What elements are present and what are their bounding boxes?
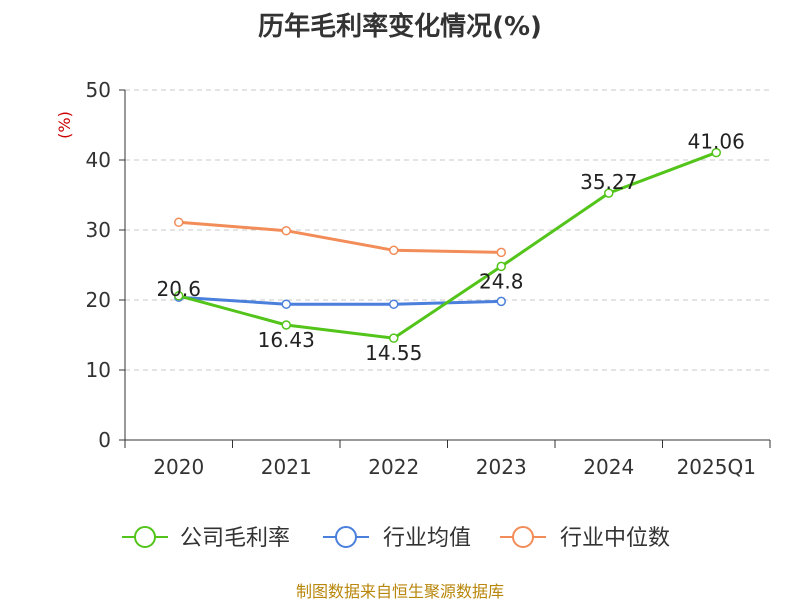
data-label: 14.55 <box>365 341 422 365</box>
data-point <box>496 247 506 258</box>
data-point <box>496 261 506 272</box>
data-point <box>389 333 399 343</box>
y-tick-label: 30 <box>86 218 111 242</box>
data-label: 35.27 <box>580 170 637 194</box>
data-point <box>389 245 399 256</box>
legend-marker <box>512 526 534 548</box>
x-tick-label: 2022 <box>368 455 419 479</box>
series-line <box>178 220 502 254</box>
series-line <box>178 151 717 340</box>
legend-marker <box>134 526 156 548</box>
data-point <box>281 225 291 236</box>
data-label: 41.06 <box>688 130 745 154</box>
data-point <box>389 299 399 309</box>
y-tick-label: 50 <box>86 78 111 102</box>
y-tick-label: 20 <box>86 288 111 312</box>
data-label: 16.43 <box>258 328 315 352</box>
x-tick-label: 2024 <box>583 455 634 479</box>
x-tick-label: 2020 <box>153 455 204 479</box>
data-point <box>281 320 291 330</box>
data-point <box>604 188 614 198</box>
data-point <box>711 147 721 158</box>
data-point <box>174 291 184 301</box>
data-point <box>496 296 506 307</box>
chart-title: 历年毛利率变化情况(%) <box>258 12 542 42</box>
legend-label: 公司毛利率 <box>180 526 290 551</box>
legend-marker <box>335 526 357 548</box>
data-point <box>281 299 291 309</box>
y-axis-label: (%) <box>55 111 74 139</box>
data-point <box>174 217 184 228</box>
x-tick-label: 2021 <box>261 455 312 479</box>
legend-label: 行业均值 <box>383 526 471 551</box>
source-footer: 制图数据来自恒生聚源数据库 <box>295 582 504 601</box>
data-label: 24.8 <box>479 269 524 293</box>
y-tick-label: 10 <box>86 358 111 382</box>
legend-label: 行业中位数 <box>560 526 670 551</box>
x-tick-label: 2023 <box>476 455 527 479</box>
y-tick-label: 0 <box>98 428 111 452</box>
x-tick-label: 2025Q1 <box>677 455 756 479</box>
data-label: 20.6 <box>156 277 201 301</box>
y-tick-label: 40 <box>86 148 111 172</box>
